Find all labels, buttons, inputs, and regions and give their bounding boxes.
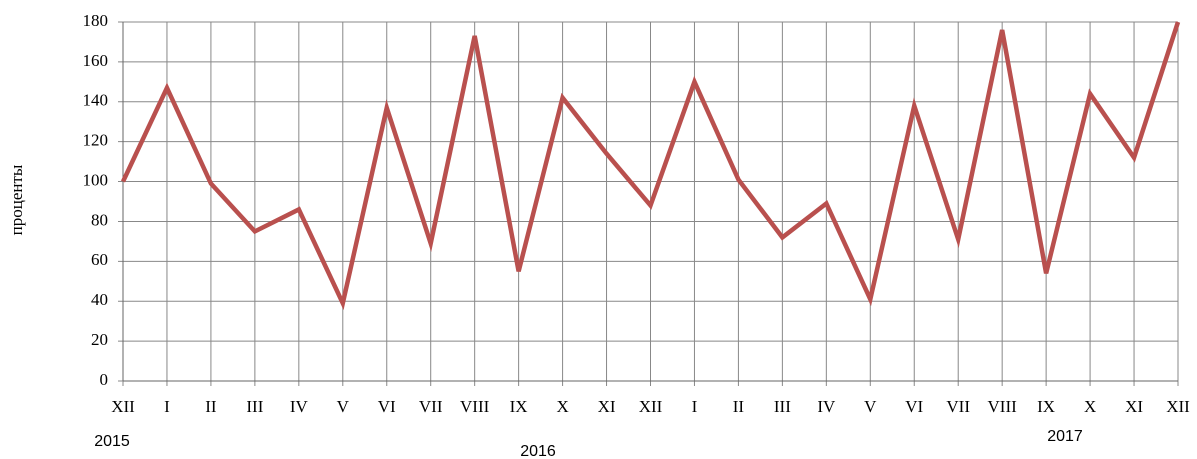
x-tick-label: VII: [419, 397, 443, 416]
year-label: 2017: [1047, 428, 1083, 445]
x-tick-label: VIII: [988, 397, 1018, 416]
x-tick-label: XI: [1125, 397, 1143, 416]
y-tick-label: 160: [83, 51, 109, 70]
x-tick-label: VIII: [460, 397, 490, 416]
x-tick-label: XII: [111, 397, 135, 416]
x-tick-label: VII: [946, 397, 970, 416]
y-tick-label: 100: [83, 170, 109, 189]
x-tick-label: IV: [817, 397, 836, 416]
x-tick-label: X: [1084, 397, 1096, 416]
y-tick-label: 60: [91, 250, 108, 269]
y-axis-label: проценты: [7, 164, 26, 235]
x-tick-label: XII: [639, 397, 663, 416]
x-tick-label: IV: [290, 397, 309, 416]
y-tick-label: 180: [83, 11, 109, 30]
y-tick-label: 80: [91, 210, 108, 229]
x-tick-label: IX: [510, 397, 528, 416]
year-label: 2015: [94, 433, 130, 450]
x-tick-label: VI: [378, 397, 396, 416]
y-tick-label: 40: [91, 290, 108, 309]
x-tick-label: X: [556, 397, 568, 416]
y-tick-label: 20: [91, 330, 108, 349]
x-tick-label: I: [692, 397, 698, 416]
x-tick-label: II: [205, 397, 217, 416]
line: [120, 21, 1181, 311]
x-tick-label: I: [164, 397, 170, 416]
y-tick-label: 0: [100, 370, 109, 389]
x-tick-label: V: [864, 397, 877, 416]
x-tick-label: III: [774, 397, 791, 416]
x-tick-label: V: [337, 397, 350, 416]
x-tick-label: XI: [598, 397, 616, 416]
y-tick-label: 140: [83, 91, 109, 110]
x-tick-label: VI: [905, 397, 923, 416]
year-label: 2016: [520, 443, 556, 459]
y-tick-label: 120: [83, 131, 109, 150]
x-tick-label: IX: [1037, 397, 1055, 416]
x-tick-label: II: [733, 397, 745, 416]
x-tick-label: III: [246, 397, 263, 416]
x-tick-label: XII: [1166, 397, 1190, 416]
